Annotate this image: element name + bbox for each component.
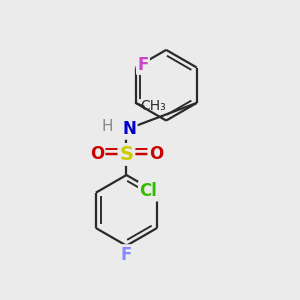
Text: F: F — [121, 245, 132, 263]
Text: O: O — [90, 146, 104, 164]
Text: S: S — [119, 145, 134, 164]
Text: N: N — [122, 120, 136, 138]
Text: CH₃: CH₃ — [140, 99, 166, 113]
Text: Cl: Cl — [139, 182, 157, 200]
Text: O: O — [149, 146, 163, 164]
Text: H: H — [102, 119, 113, 134]
Text: F: F — [137, 56, 148, 74]
